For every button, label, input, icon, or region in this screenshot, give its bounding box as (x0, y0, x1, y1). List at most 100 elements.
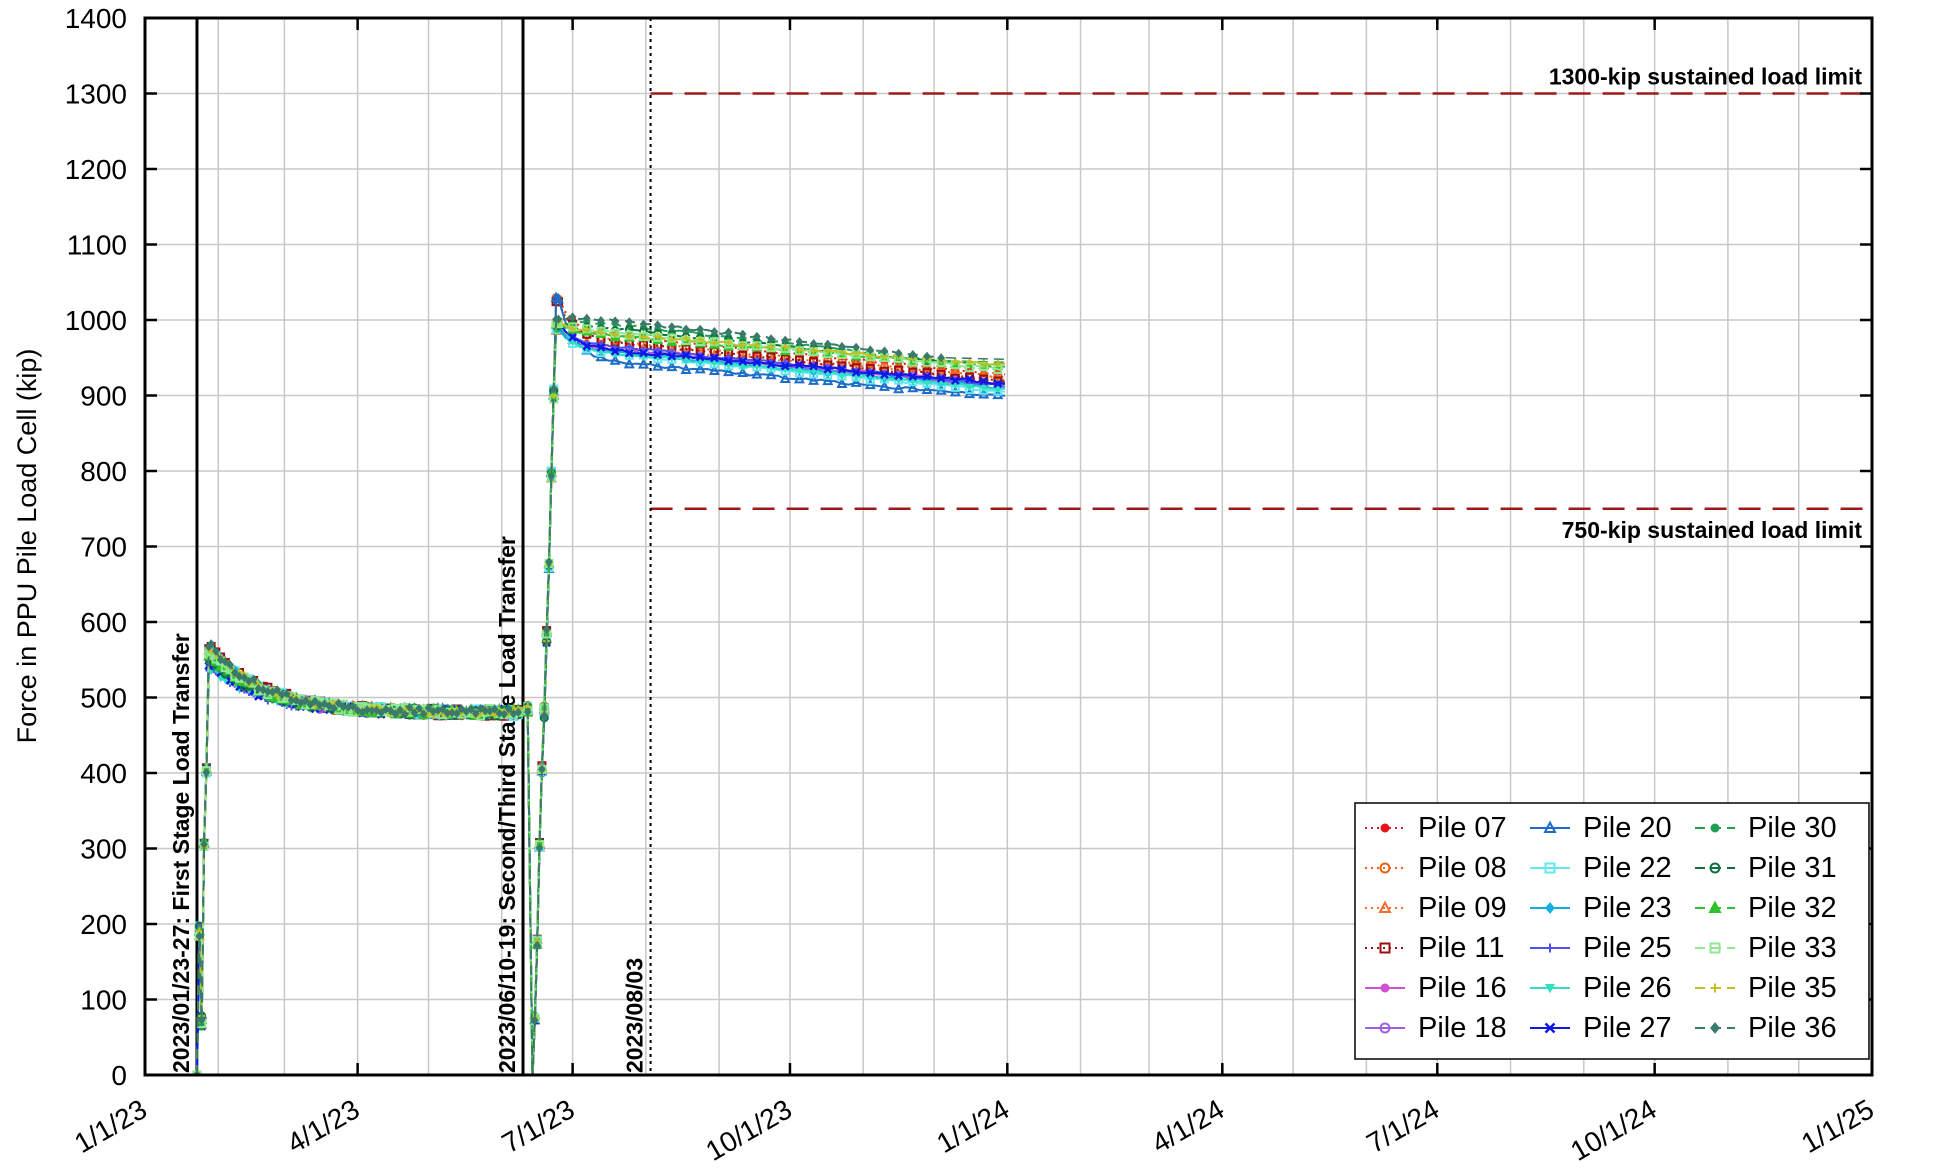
data-point (951, 358, 959, 366)
legend-item: Pile 16 (1365, 972, 1507, 1004)
legend-swatch-marker (1710, 1022, 1720, 1034)
data-point (766, 359, 776, 369)
legend-label: Pile 20 (1583, 812, 1672, 844)
data-point (937, 353, 946, 363)
data-point (396, 705, 405, 715)
data-point (195, 931, 204, 941)
data-point (653, 320, 662, 330)
data-point (410, 708, 419, 718)
legend-item: Pile 23 (1530, 892, 1672, 924)
data-point (320, 699, 329, 709)
data-point (405, 702, 414, 713)
data-point (197, 1015, 206, 1025)
data-point (694, 362, 706, 374)
legend-swatch-marker (1710, 823, 1720, 833)
legend-item: Pile 33 (1695, 932, 1837, 964)
data-point (923, 380, 931, 388)
data-point (838, 341, 846, 352)
data-point (809, 361, 818, 371)
y-tick-label: 1300 (65, 79, 127, 110)
data-point (391, 709, 400, 719)
data-point (738, 356, 748, 366)
legend-item: Pile 20 (1530, 812, 1672, 844)
legend-item: Pile 08 (1365, 852, 1507, 884)
legend-label: Pile 07 (1418, 812, 1507, 844)
data-point (668, 336, 676, 344)
data-point (623, 357, 635, 369)
data-point (529, 1076, 537, 1083)
legend-label: Pile 18 (1418, 1012, 1507, 1044)
y-tick-label: 1000 (65, 305, 127, 336)
data-point (793, 372, 805, 384)
y-axis-label: Force in PPU Pile Load Cell (kip) (12, 349, 42, 744)
data-point (597, 316, 605, 326)
data-point (278, 690, 286, 700)
legend-label: Pile 16 (1418, 972, 1507, 1004)
data-point (204, 642, 213, 652)
legend-item: Pile 11 (1365, 932, 1505, 964)
y-tick-label: 400 (80, 758, 127, 789)
data-point (851, 367, 861, 377)
data-point (226, 660, 234, 670)
data-point (401, 709, 409, 719)
legend-swatch-marker (1378, 900, 1392, 914)
data-point (415, 703, 423, 713)
data-point (921, 383, 933, 394)
data-point (738, 363, 747, 372)
event-line-label: 2023/06/10-19: Second/Third Stage Load T… (494, 536, 520, 1073)
data-point (695, 352, 705, 362)
series-line (196, 300, 1006, 1075)
data-point (467, 704, 475, 714)
series-pile-20 (193, 291, 1006, 1075)
data-point (582, 313, 591, 323)
data-point (311, 696, 319, 706)
data-point (666, 360, 678, 372)
legend-label: Pile 33 (1748, 932, 1837, 964)
data-point (696, 324, 705, 334)
data-point (923, 351, 931, 361)
legend-swatch-marker (1380, 823, 1390, 833)
data-point (753, 341, 761, 349)
series-pile-07 (193, 295, 1006, 1075)
data-point (809, 339, 818, 349)
data-point (654, 332, 662, 340)
data-point (530, 1015, 539, 1025)
series-line (196, 296, 1006, 1075)
legend-item: Pile 35 (1695, 972, 1837, 1004)
data-point (767, 334, 775, 344)
data-point (753, 331, 761, 341)
x-tick-label: 7/1/24 (1361, 1093, 1444, 1159)
data-point (637, 358, 649, 369)
data-point (582, 341, 592, 351)
data-point (894, 348, 903, 358)
data-point (504, 704, 513, 714)
data-point (363, 705, 371, 715)
data-point (471, 708, 480, 719)
legend-swatch-marker (1710, 983, 1720, 993)
data-point (545, 557, 553, 567)
series-line (196, 297, 1006, 1075)
data-point (838, 372, 846, 381)
data-point (552, 292, 564, 304)
legend-swatch-marker (1709, 942, 1721, 954)
legend-label: Pile 23 (1583, 892, 1672, 924)
data-point (737, 366, 749, 378)
legend-item: Pile 07 (1365, 812, 1507, 844)
legend-label: Pile 22 (1583, 852, 1672, 884)
data-point (330, 703, 338, 713)
legend-label: Pile 08 (1418, 852, 1507, 884)
y-tick-label: 900 (80, 381, 127, 412)
data-point (495, 708, 504, 718)
data-point (894, 371, 904, 381)
data-point (448, 708, 456, 718)
y-tick-label: 800 (80, 456, 127, 487)
x-tick-label: 4/1/24 (1146, 1093, 1229, 1159)
data-point (781, 335, 790, 345)
legend-item: Pile 31 (1695, 852, 1837, 884)
data-point (377, 708, 386, 718)
legend-swatch-marker (1545, 943, 1555, 953)
data-point (710, 339, 718, 347)
data-point (597, 329, 605, 337)
data-point (264, 687, 272, 697)
